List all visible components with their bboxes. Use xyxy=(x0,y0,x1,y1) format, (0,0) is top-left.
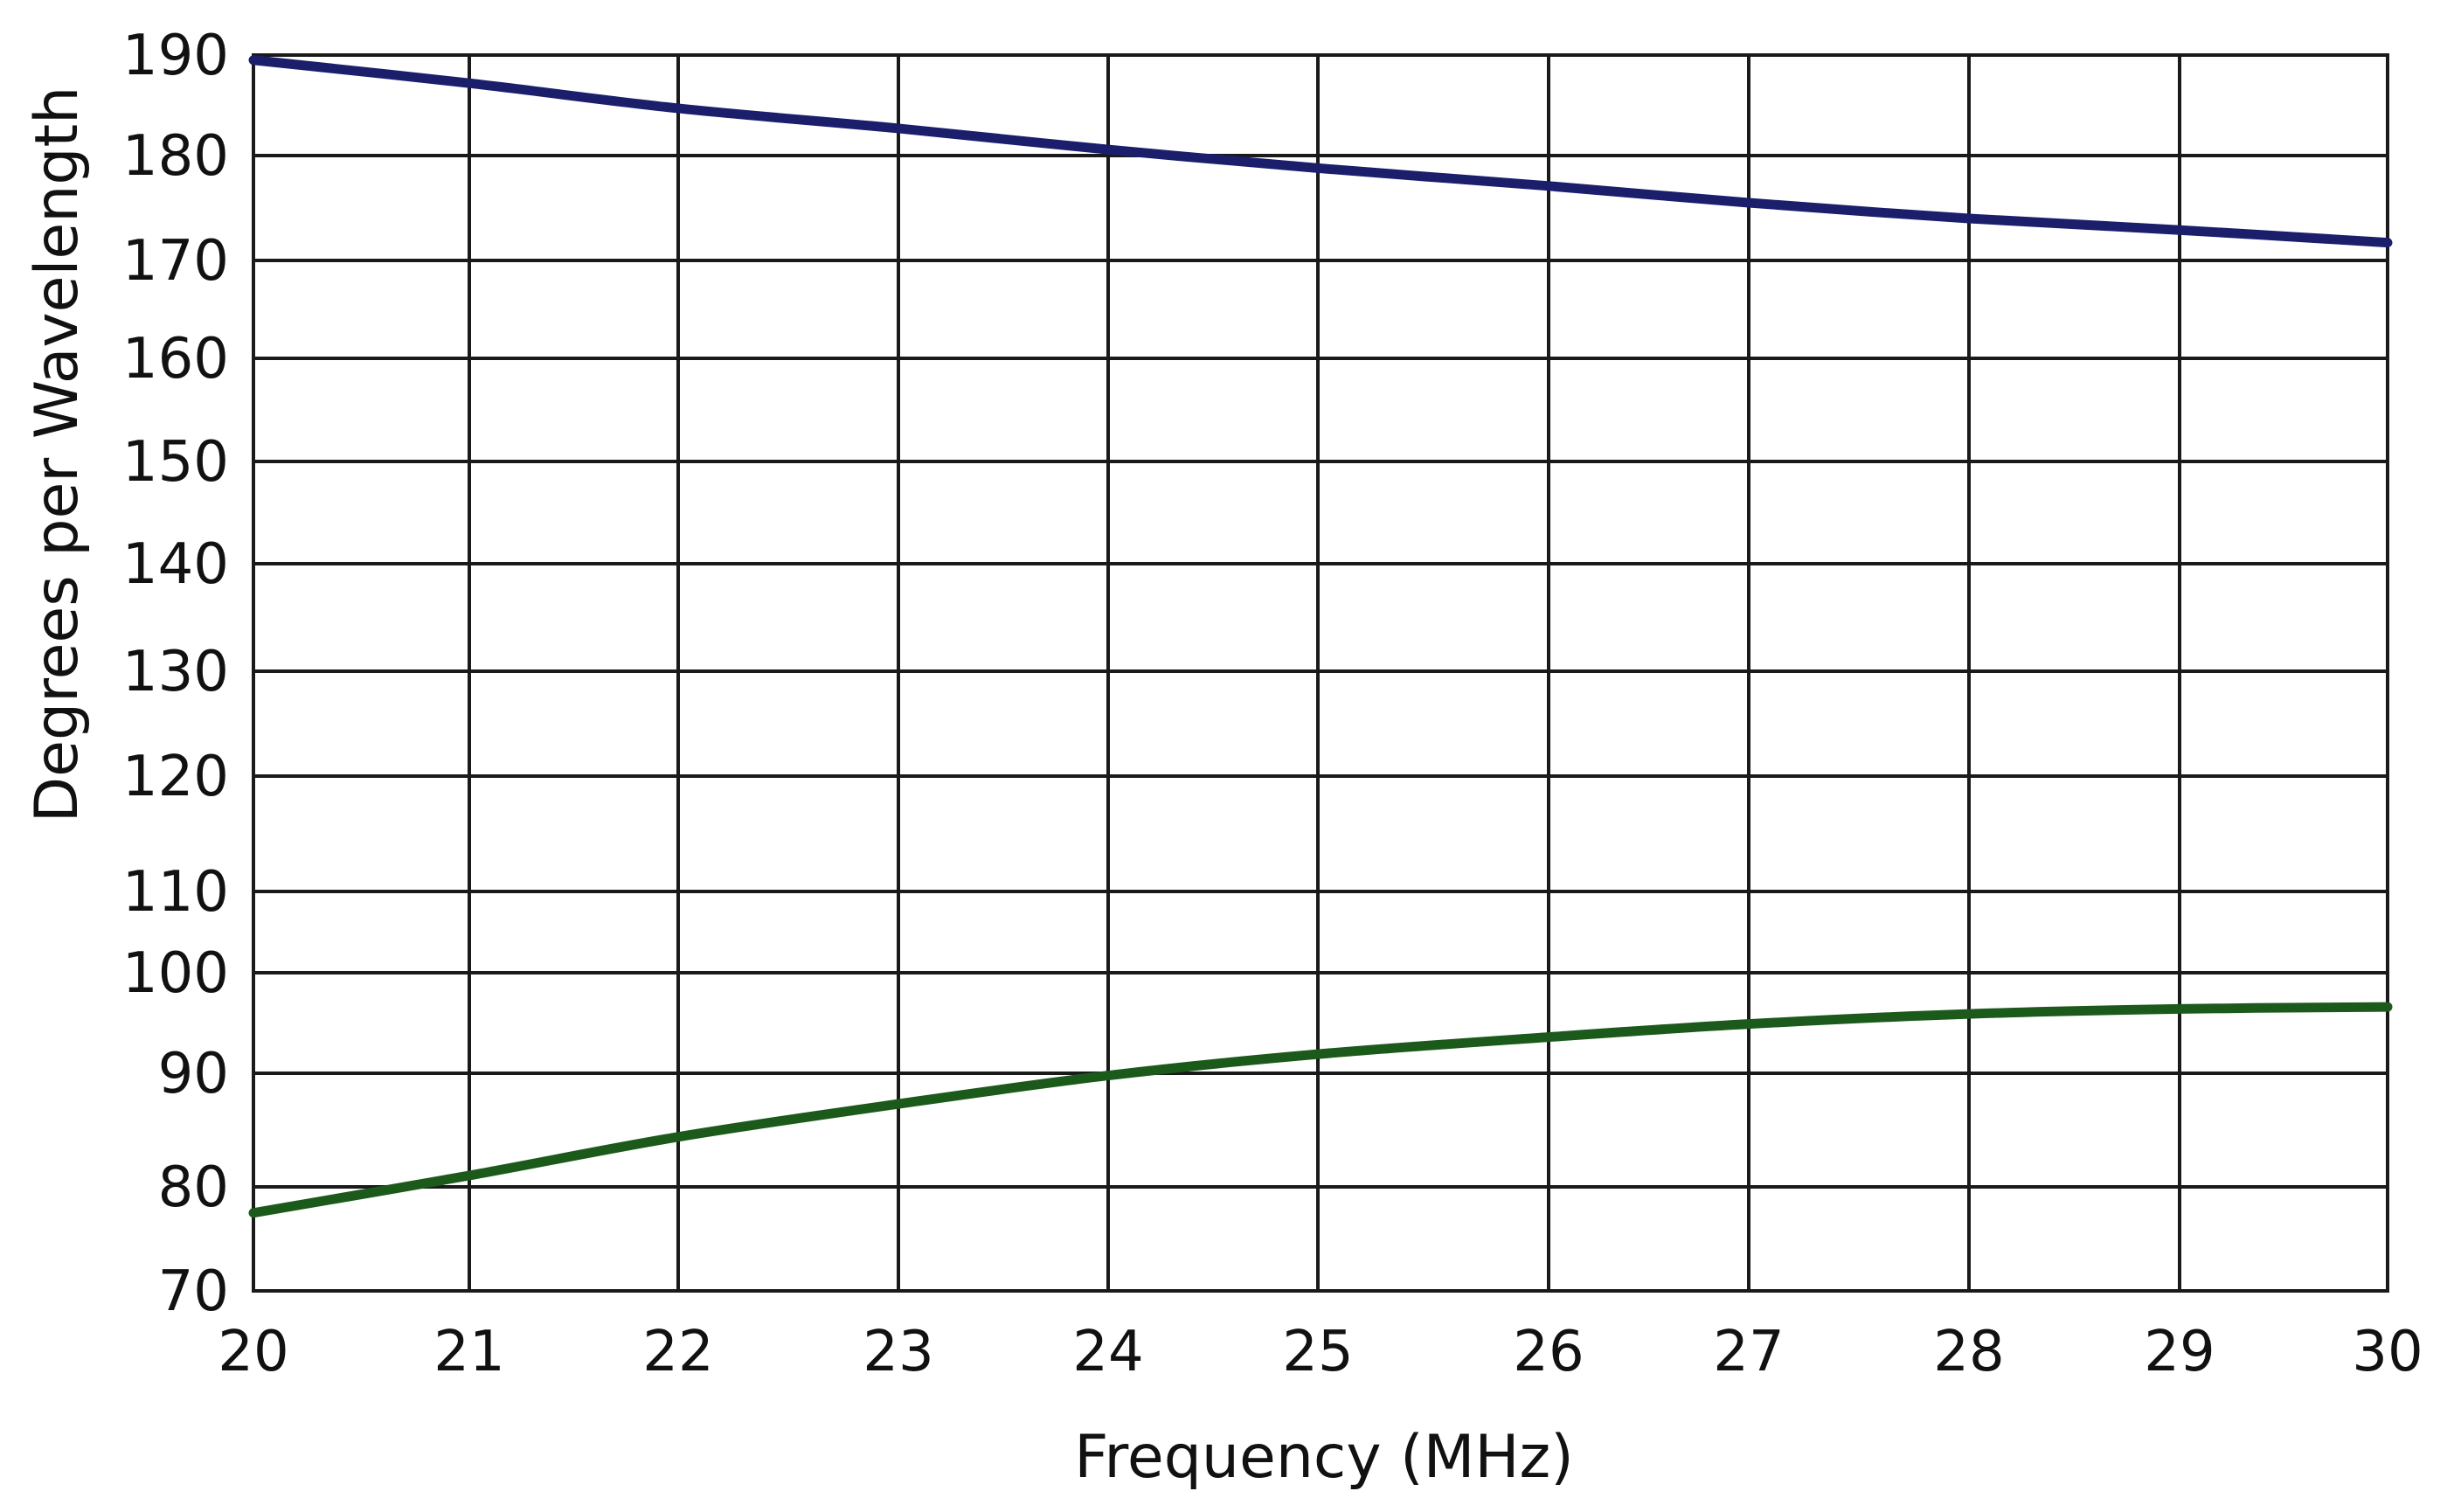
x-tick-label: 20 xyxy=(218,1320,288,1384)
x-tick-label: 25 xyxy=(1282,1320,1353,1384)
y-tick-label: 170 xyxy=(122,229,229,294)
y-tick-label: 110 xyxy=(122,860,229,925)
y-tick-label: 120 xyxy=(122,745,229,809)
y-tick-label: 70 xyxy=(158,1259,229,1324)
x-tick-label: 28 xyxy=(1933,1320,2004,1384)
y-axis-label: Degrees per Wavelength xyxy=(23,87,92,823)
series-line-lower xyxy=(248,1002,2393,1218)
horizontal-grid-lines xyxy=(253,53,2388,1293)
y-tick-labels: 70 80 90 100 110 120 130 140 150 160 170 180 190 xyxy=(122,24,229,1324)
y-tick-label: 80 xyxy=(158,1155,229,1220)
y-tick-label: 150 xyxy=(122,430,229,495)
x-tick-label: 30 xyxy=(2352,1320,2423,1384)
series-line-upper xyxy=(248,55,2393,248)
x-tick-label: 24 xyxy=(1072,1320,1143,1384)
x-tick-label: 22 xyxy=(642,1320,713,1384)
y-tick-label: 180 xyxy=(122,124,229,189)
y-tick-label: 130 xyxy=(122,640,229,704)
y-tick-label: 90 xyxy=(158,1042,229,1106)
x-tick-label: 23 xyxy=(863,1320,933,1384)
x-tick-labels: 20 21 22 23 24 25 26 27 28 29 30 xyxy=(218,1320,2423,1384)
x-tick-label: 29 xyxy=(2144,1320,2215,1384)
y-tick-label: 140 xyxy=(122,532,229,597)
y-tick-label: 100 xyxy=(122,941,229,1006)
x-tick-label: 26 xyxy=(1513,1320,1584,1384)
plot-frame xyxy=(252,53,2389,1293)
x-tick-label: 27 xyxy=(1713,1320,1784,1384)
y-tick-label: 190 xyxy=(122,24,229,88)
y-tick-label: 160 xyxy=(122,327,229,392)
x-tick-label: 21 xyxy=(433,1320,504,1384)
series-layer xyxy=(248,55,2393,1218)
x-axis-label: Frequency (MHz) xyxy=(1074,1423,1573,1492)
